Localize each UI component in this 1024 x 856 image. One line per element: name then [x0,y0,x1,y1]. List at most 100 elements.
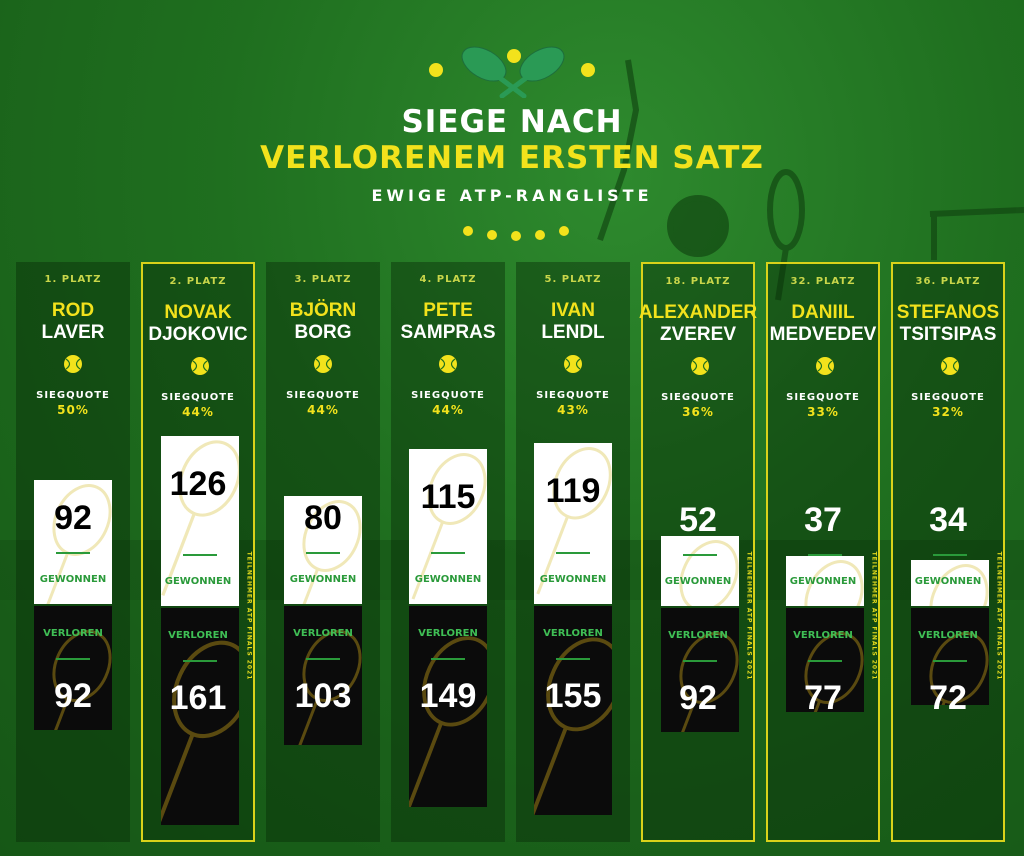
won-divider [183,554,217,556]
racket-watermark-icon [298,630,362,745]
won-bar [661,536,739,606]
quote-label: SIEGQUOTE [911,392,985,403]
last-name: TSITSIPAS [899,324,997,345]
won-divider [808,554,842,556]
last-name: MEDVEDEV [769,324,877,345]
first-name: PETE [423,300,473,321]
tennis-ball-icon [64,355,82,373]
player-name: ALEXANDER ZVEREV [637,302,759,346]
lost-bar [911,608,989,705]
won-value: 92 [54,499,92,537]
lost-value: 155 [544,677,602,715]
won-label: GEWONNEN [914,576,982,587]
quote-label: SIEGQUOTE [161,392,235,403]
quote-value: 44% [182,405,214,419]
won-value: 34 [929,501,967,539]
rank-label: 1. PLATZ [44,274,102,285]
rank-label: 3. PLATZ [294,274,352,285]
last-name: DJOKOVIC [148,324,248,345]
player-column: 3. PLATZ BJÖRN BORG SIEGQUOTE 44% 80 GEWONNEN V… [266,262,380,842]
quote-value: 43% [557,403,589,417]
player-column: 18. PLATZ ALEXANDER ZVEREV SIEGQUOTE 36% 52 GE… [639,262,757,842]
last-name: LAVER [41,322,105,343]
tennis-ball-icon [816,357,834,375]
lost-value: 103 [294,677,352,715]
first-name: DANIIL [791,302,855,323]
first-name: STEFANOS [896,302,1000,323]
quote-label: SIEGQUOTE [536,390,610,401]
tennis-ball-icon [564,355,582,373]
lost-value: 92 [679,679,717,717]
finals-participant-note: TEILNEHMER ATP FINALS 2021 [743,526,755,706]
lost-value: 92 [54,677,92,715]
finals-note-text: TEILNEHMER ATP FINALS 2021 [870,551,878,681]
lost-label: VERLOREN [293,628,353,639]
first-name: ROD [51,300,95,321]
quote-value: 44% [307,403,339,417]
quote-value: 33% [807,405,839,419]
lost-label: VERLOREN [918,630,978,641]
won-label: GEWONNEN [539,574,607,585]
player-column: 2. PLATZ NOVAK DJOKOVIC SIEGQUOTE 44% 126 GEWO… [141,262,255,842]
first-name: NOVAK [164,302,232,323]
lost-divider [556,658,590,660]
subtitle: EWIGE ATP-RANGLISTE [371,186,653,205]
player-column: 1. PLATZ ROD LAVER SIEGQUOTE 50% 92 GEWONNEN VE… [16,262,130,842]
won-value: 80 [304,499,342,537]
lost-divider [683,660,717,662]
header: SIEGE NACH VERLORENEM ERSTEN SATZ EWIGE … [0,0,1024,260]
lost-label: VERLOREN [543,628,603,639]
tennis-ball-icon [191,357,209,375]
quote-label: SIEGQUOTE [411,390,485,401]
title-line-1: SIEGE NACH [401,104,623,140]
player-name: IVAN LENDL [510,300,636,344]
player-column: 4. PLATZ PETE SAMPRAS SIEGQUOTE 44% 115 GEWONN… [391,262,505,842]
lost-bar [284,606,362,745]
lost-label: VERLOREN [793,630,853,641]
finals-note-text: TEILNEHMER ATP FINALS 2021 [995,551,1003,681]
quote-label: SIEGQUOTE [786,392,860,403]
finals-note-text: TEILNEHMER ATP FINALS 2021 [245,551,253,681]
rank-label: 36. PLATZ [915,276,981,287]
quote-label: SIEGQUOTE [661,392,735,403]
last-name: BORG [294,322,352,343]
lost-divider [431,658,465,660]
won-label: GEWONNEN [164,576,232,587]
won-divider [933,554,967,556]
player-name: NOVAK DJOKOVIC [137,302,259,346]
won-label: GEWONNEN [39,574,107,585]
won-value: 119 [545,472,601,510]
player-name: PETE SAMPRAS [385,300,511,344]
player-name: ROD LAVER [10,300,136,344]
last-name: SAMPRAS [400,322,496,343]
won-label: GEWONNEN [289,574,357,585]
won-bar [911,560,989,606]
lost-value: 77 [804,679,842,717]
player-name: BJÖRN BORG [260,300,386,344]
last-name: ZVEREV [659,324,737,345]
won-divider [683,554,717,556]
won-label: GEWONNEN [789,576,857,587]
won-divider [556,552,590,554]
rank-label: 32. PLATZ [790,276,856,287]
player-name: STEFANOS TSITSIPAS [887,302,1009,346]
finals-participant-note: TEILNEHMER ATP FINALS 2021 [868,526,880,706]
lost-label: VERLOREN [668,630,728,641]
player-column: 32. PLATZ DANIIL MEDVEDEV SIEGQUOTE 33% 37 GEW… [766,262,880,842]
rank-label: 4. PLATZ [419,274,477,285]
ball-dots-decoration [463,226,569,241]
lost-divider [183,660,217,662]
lost-label: VERLOREN [168,630,228,641]
rank-label: 2. PLATZ [169,276,227,287]
quote-label: SIEGQUOTE [286,390,360,401]
first-name: IVAN [551,300,595,321]
lost-divider [933,660,967,662]
tennis-ball-icon [439,355,457,373]
player-column: 36. PLATZ STEFANOS TSITSIPAS SIEGQUOTE 32% 34… [891,262,1005,842]
won-value: 126 [169,465,227,503]
lost-divider [808,660,842,662]
won-value: 115 [420,478,476,516]
first-name: BJÖRN [289,300,357,321]
title-line-2: VERLORENEM ERSTEN SATZ [260,140,764,176]
tennis-ball-icon [691,357,709,375]
